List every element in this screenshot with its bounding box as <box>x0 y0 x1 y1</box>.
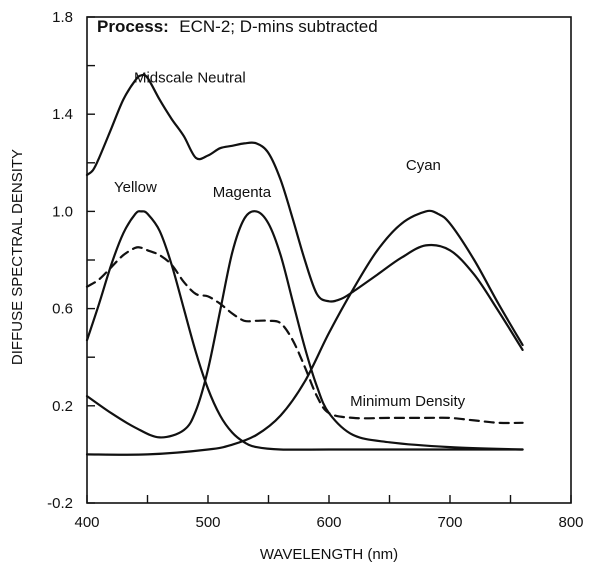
y-tick-label: 0.6 <box>52 301 73 318</box>
plot-border <box>87 17 571 503</box>
series-line-yellow <box>87 211 523 449</box>
y-tick-label: -0.2 <box>47 495 73 512</box>
plot-frame <box>87 17 571 503</box>
label-minimum-density: Minimum Density <box>350 393 466 410</box>
x-tick-label: 400 <box>74 514 99 531</box>
x-tick-label: 600 <box>316 514 341 531</box>
y-axis-title: DIFFUSE SPECTRAL DENSITY <box>9 149 26 365</box>
chart-title: Process: ECN-2; D-mins subtracted <box>97 17 378 36</box>
x-axis: 400 500 600 700 800 <box>74 495 583 531</box>
y-axis: -0.2 0.2 0.6 1.0 1.4 1.8 <box>47 9 95 512</box>
series-line-magenta <box>87 211 523 449</box>
label-magenta: Magenta <box>213 184 272 201</box>
annotation-layer: Midscale Neutral Yellow Magenta Cyan Minimum… <box>114 70 466 410</box>
y-tick-label: 1.8 <box>52 9 73 26</box>
x-axis-title: WAVELENGTH (nm) <box>260 546 398 563</box>
label-yellow: Yellow <box>114 179 157 196</box>
y-tick-label: 1.4 <box>52 106 73 123</box>
y-tick-label: 1.0 <box>52 203 73 220</box>
series-line-midscale-neutral <box>87 75 523 350</box>
chart-title-rest: ECN-2; D-mins subtracted <box>179 17 377 36</box>
x-tick-label: 800 <box>558 514 583 531</box>
x-tick-label: 700 <box>437 514 462 531</box>
x-tick-label: 500 <box>195 514 220 531</box>
label-cyan: Cyan <box>406 157 441 174</box>
y-tick-label: 0.2 <box>52 398 73 415</box>
chart-title-bold: Process: <box>97 17 169 36</box>
label-midscale-neutral: Midscale Neutral <box>134 70 246 87</box>
